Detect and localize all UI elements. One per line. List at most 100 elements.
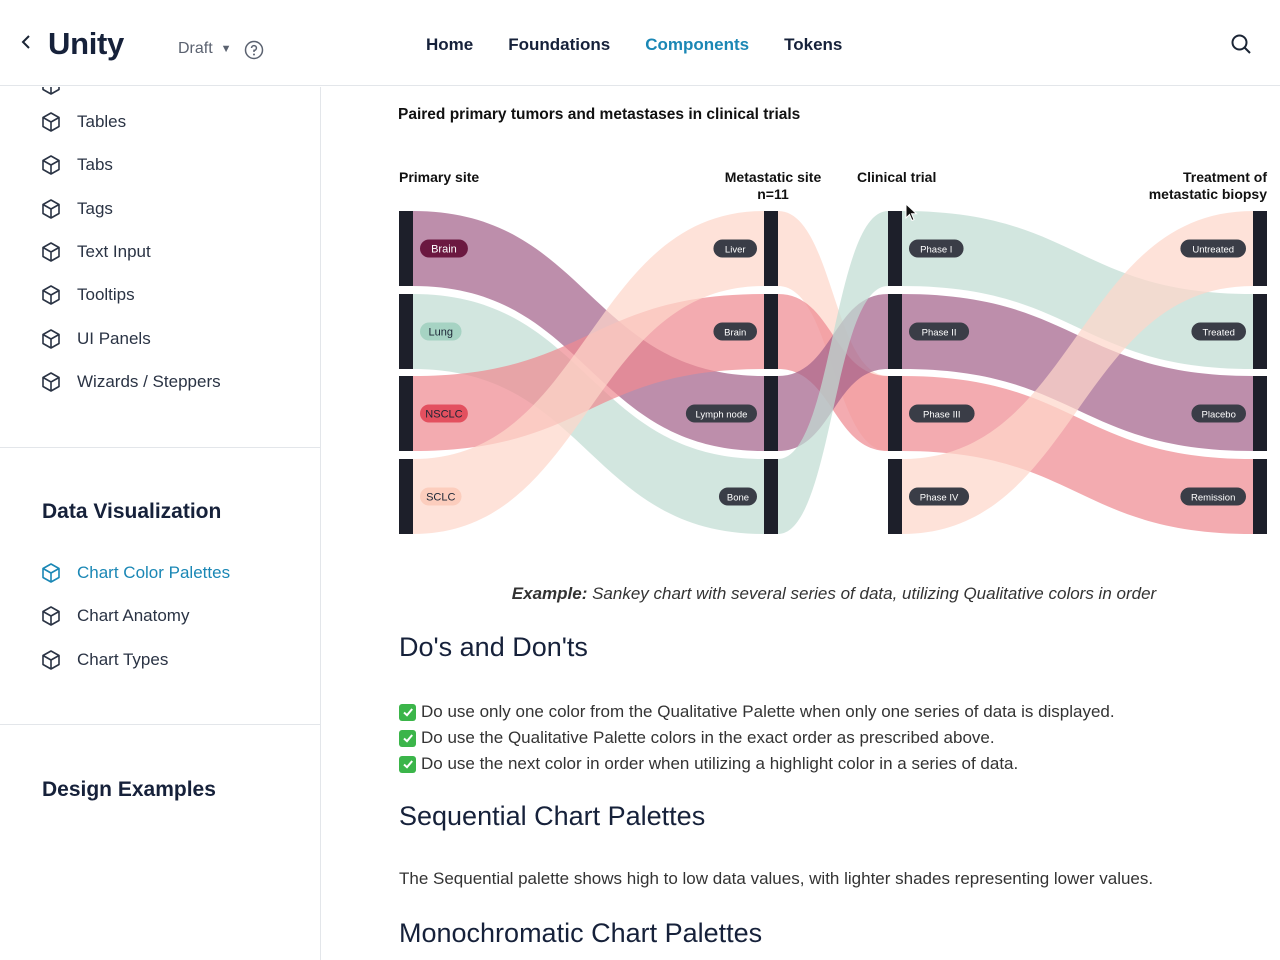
- sankey-flow-lung-to-bone: [413, 294, 764, 534]
- list-item: Do use the next color in order when util…: [399, 751, 1115, 777]
- heading-dos-and-donts: Do's and Don'ts: [399, 632, 588, 662]
- sidebar-item-partial[interactable]: [40, 87, 77, 97]
- sankey-node-label: Phase III: [909, 404, 975, 423]
- cube-icon: [42, 606, 60, 626]
- sequential-description: The Sequential palette shows high to low…: [399, 869, 1154, 888]
- sankey-node-label: Phase II: [909, 322, 970, 341]
- sankey-node-bar: [888, 211, 902, 286]
- sankey-node-label: Bone: [718, 487, 757, 506]
- sankey-node-label-text: Phase I: [920, 245, 952, 256]
- help-icon[interactable]: [244, 40, 264, 60]
- sankey-node-label-text: Brain: [431, 244, 457, 256]
- sankey-node-bar: [764, 459, 778, 534]
- sankey-node-label-text: Phase IV: [920, 493, 959, 504]
- column-label-clinical-trial: Clinical trial: [857, 169, 937, 185]
- sidebar-section-data-visualization[interactable]: Data Visualization: [42, 500, 222, 523]
- sankey-node-label-pill: [909, 322, 970, 341]
- sankey-flow-bone-to-phase-i: [778, 211, 888, 534]
- sankey-node-label-text: Lymph node: [695, 410, 747, 421]
- sankey-node-label: NSCLC: [420, 404, 468, 423]
- cube-icon: [42, 563, 60, 583]
- search-icon[interactable]: [1230, 33, 1252, 55]
- app-logo[interactable]: Unity: [48, 26, 125, 61]
- sidebar-item-tables[interactable]: Tables: [40, 110, 126, 134]
- sidebar-item-tags[interactable]: Tags: [40, 197, 113, 221]
- sankey-node-label-text: Placebo: [1202, 410, 1236, 421]
- chart-caption: Example: Sankey chart with several serie…: [321, 584, 1280, 604]
- checkmark-icon: [399, 729, 416, 747]
- cube-icon: [42, 372, 60, 392]
- sankey-node-label-pill: [713, 322, 757, 341]
- sidebar-item-label: Text Input: [77, 242, 151, 261]
- chevron-left-icon[interactable]: [18, 32, 34, 52]
- checkmark-icon: [399, 755, 416, 773]
- cube-icon: [42, 329, 60, 349]
- sidebar-item-label: Chart Types: [77, 650, 169, 669]
- sankey-node-label-pill: [1180, 487, 1246, 506]
- caption-text: Sankey chart with several series of data…: [587, 584, 1157, 603]
- sankey-node-label: Brain: [713, 322, 757, 341]
- sankey-node-bar: [764, 211, 778, 286]
- main-content: Paired primary tumors and metastases in …: [321, 87, 1280, 960]
- sankey-node-label-pill: [420, 404, 468, 423]
- sankey-node-bar: [1253, 211, 1267, 286]
- list-item-text: Do use only one color from the Qualitati…: [421, 702, 1115, 721]
- sidebar-item-tooltips[interactable]: Tooltips: [40, 283, 135, 307]
- sankey-flow-phase-i-to-treated: [902, 211, 1253, 369]
- checkmark-icon: [399, 703, 416, 721]
- nav-foundations[interactable]: Foundations: [508, 35, 611, 54]
- sidebar-item-chart-anatomy[interactable]: Chart Anatomy: [40, 604, 189, 628]
- sidebar-item-label: UI Panels: [77, 329, 151, 348]
- sidebar-item-chart-color-palettes[interactable]: Chart Color Palettes: [40, 561, 230, 585]
- sankey-node-label-text: Treated: [1203, 328, 1235, 339]
- sankey-node-label: Brain: [420, 239, 468, 258]
- sankey-flow-sclc-to-liver: [413, 211, 764, 534]
- list-item-text: Do use the Qualitative Palette colors in…: [421, 728, 995, 747]
- status-dropdown[interactable]: Draft ▼: [178, 40, 232, 58]
- nav-home[interactable]: Home: [426, 35, 474, 54]
- sankey-node-label-text: SCLC: [426, 492, 455, 504]
- sidebar-item-label: Tooltips: [77, 285, 135, 304]
- sankey-node-label-text: Phase III: [923, 410, 961, 421]
- sankey-node-label-pill: [909, 239, 964, 258]
- sankey-node-bar: [1253, 376, 1267, 451]
- sankey-node-label-text: Bone: [727, 493, 749, 504]
- column-label-treatment: Treatment of metastatic biopsy: [1148, 169, 1267, 202]
- sankey-node-bar: [399, 294, 413, 369]
- nav-components[interactable]: Components: [645, 35, 750, 54]
- dos-list: Do use only one color from the Qualitati…: [399, 699, 1115, 777]
- nav-tokens[interactable]: Tokens: [784, 35, 843, 54]
- list-item: Do use the Qualitative Palette colors in…: [399, 725, 1115, 751]
- caption-prefix: Example:: [511, 584, 588, 603]
- sankey-node-label: SCLC: [420, 487, 462, 506]
- sidebar-item-wizards-steppers[interactable]: Wizards / Steppers: [40, 370, 221, 394]
- cube-icon: [42, 112, 60, 132]
- sankey-flow-brain-to-lymph-node: [413, 211, 764, 451]
- sidebar-item-ui-panels[interactable]: UI Panels: [40, 327, 151, 351]
- heading-sequential-chart-palettes: Sequential Chart Palettes: [399, 801, 706, 831]
- mouse-cursor-icon: [905, 203, 918, 222]
- sankey-node-label-text: Lung: [429, 327, 453, 339]
- sidebar-item-tabs[interactable]: Tabs: [40, 153, 113, 177]
- sankey-node-label-pill: [420, 322, 462, 341]
- cube-icon: [42, 155, 60, 175]
- caret-down-icon: ▼: [220, 43, 232, 55]
- sidebar-item-text-input[interactable]: Text Input: [40, 240, 151, 264]
- sankey-node-label-pill: [718, 487, 757, 506]
- sankey-flow-phase-iv-to-untreated: [902, 211, 1253, 534]
- sidebar-item-label: Chart Color Palettes: [77, 563, 231, 582]
- sidebar-section-design-examples[interactable]: Design Examples: [42, 778, 216, 801]
- heading-monochromatic-chart-palettes: Monochromatic Chart Palettes: [399, 918, 763, 948]
- sankey-node-label-pill: [685, 404, 757, 423]
- sankey-node-bar: [764, 294, 778, 369]
- sankey-node-label-text: Phase II: [922, 328, 957, 339]
- sankey-node-bar: [888, 459, 902, 534]
- sankey-node-label: Lung: [420, 322, 462, 341]
- sankey-node-label-pill: [909, 404, 975, 423]
- sankey-node-label-pill: [713, 239, 757, 258]
- sankey-node-label-text: Liver: [725, 245, 746, 256]
- sankey-node-label-text: NSCLC: [425, 409, 462, 421]
- sankey-node-label-pill: [1191, 404, 1246, 423]
- sidebar-item-chart-types[interactable]: Chart Types: [40, 648, 168, 672]
- column-label-metastatic-site: Metastatic site n=11: [711, 169, 835, 203]
